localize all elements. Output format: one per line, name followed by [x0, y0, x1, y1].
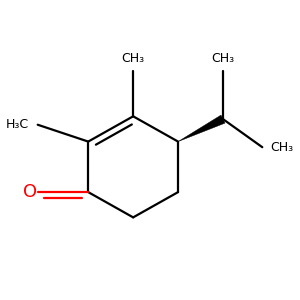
- Text: H₃C: H₃C: [6, 118, 29, 131]
- Text: CH₃: CH₃: [212, 52, 235, 65]
- Text: O: O: [23, 183, 37, 201]
- Polygon shape: [178, 115, 225, 142]
- Text: CH₃: CH₃: [122, 52, 145, 65]
- Text: CH₃: CH₃: [271, 141, 294, 154]
